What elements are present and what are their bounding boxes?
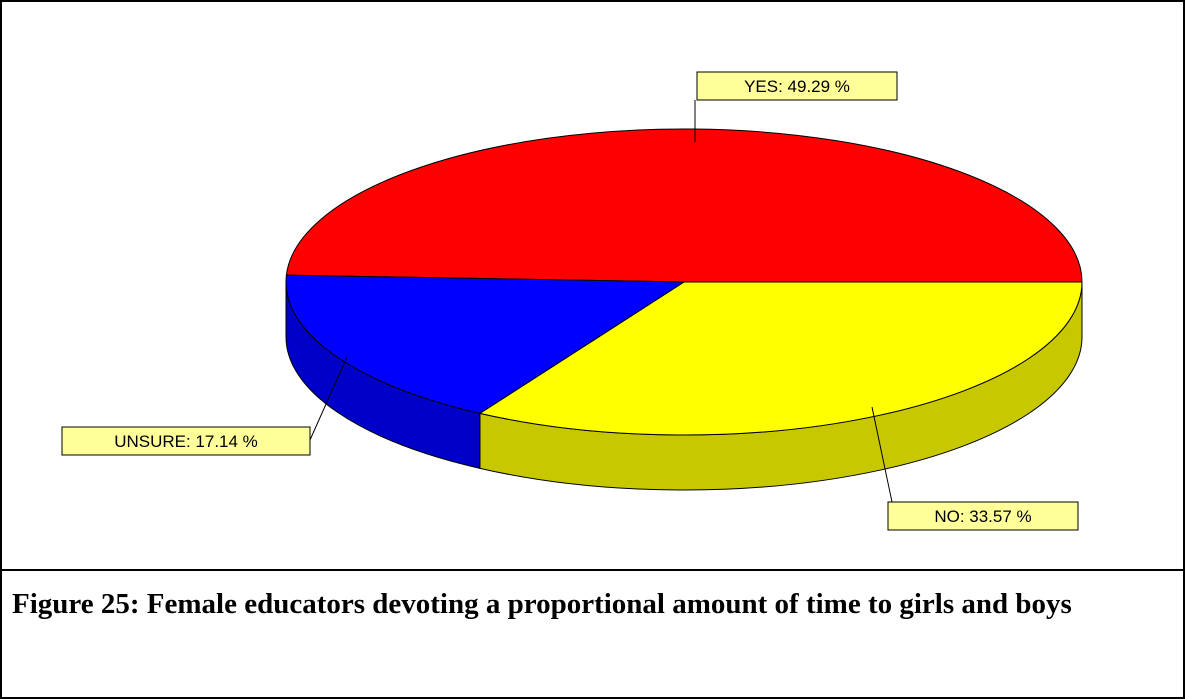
slice-label-yes: YES: 49.29 %: [744, 77, 850, 96]
leader-line-unsure: [309, 356, 348, 441]
figure-caption: Figure 25: Female educators devoting a p…: [12, 588, 1072, 620]
pie-tops: [285, 128, 1083, 436]
label-box-unsure: [61, 426, 311, 456]
caption-divider: [2, 569, 1183, 571]
pie-slice-no: [478, 281, 1083, 436]
leader-line-no: [871, 406, 893, 503]
pie-labels: YES: 49.29 % NO: 33.57 % UNSURE: 17.14 %: [61, 71, 1079, 531]
label-box-no: [887, 501, 1079, 531]
chart-area: YES: 49.29 % NO: 33.57 % UNSURE: 17.14 %: [2, 2, 1183, 569]
pie-chart: YES: 49.29 % NO: 33.57 % UNSURE: 17.14 %: [61, 71, 1083, 531]
slice-label-no: NO: 33.57 %: [934, 507, 1031, 526]
pie-slice-unsure: [285, 274, 686, 414]
pie-slice-yes: [285, 128, 1083, 283]
label-box-yes: [696, 71, 898, 101]
slice-label-unsure: UNSURE: 17.14 %: [114, 432, 258, 451]
